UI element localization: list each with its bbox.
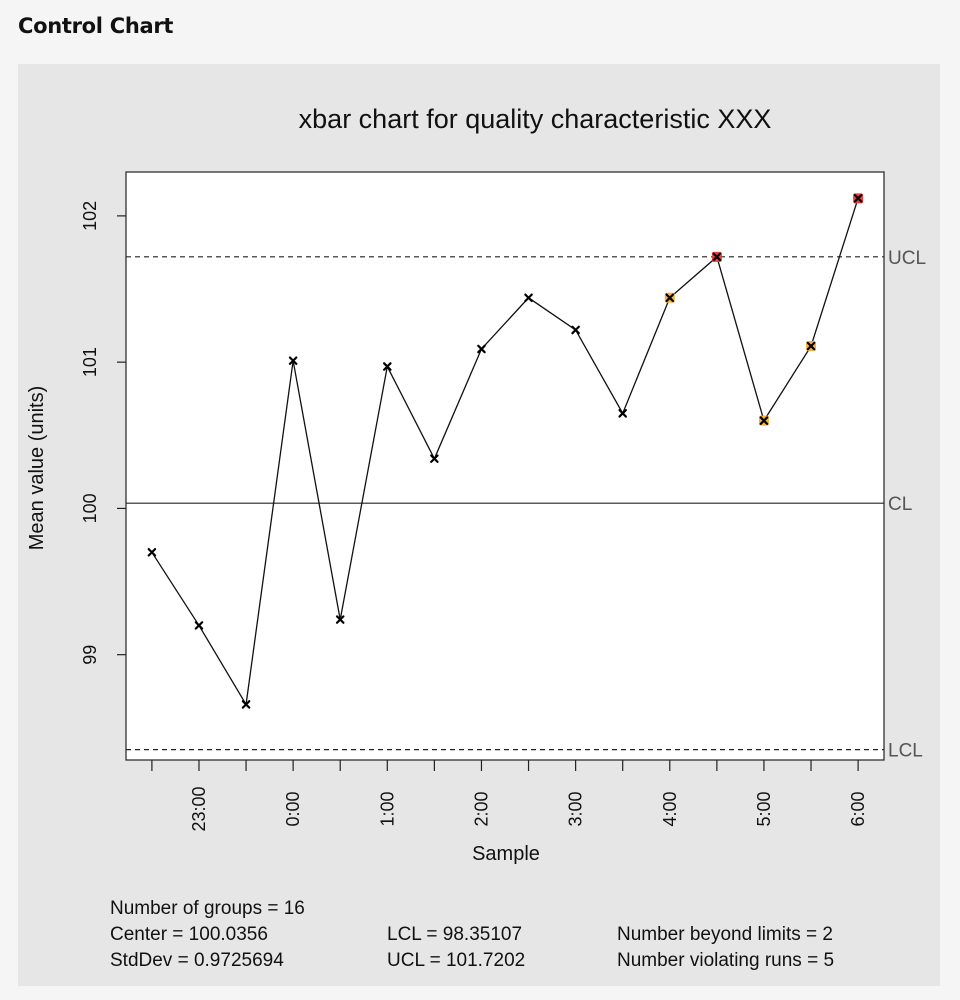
data-point-marker (241, 700, 251, 709)
x-tick-label: 6:00 (848, 791, 868, 826)
data-point-marker (571, 325, 580, 335)
y-axis: 99 100 101 102 (80, 201, 126, 665)
data-line (151, 198, 859, 707)
data-point-9 (524, 293, 533, 303)
x-tick-label: 23:00 (189, 786, 209, 831)
stats-ucl: UCL = 101.7202 (387, 950, 525, 971)
data-point-6 (382, 362, 392, 371)
data-point-14 (758, 415, 769, 426)
data-point-13 (711, 251, 722, 262)
data-point-marker (853, 194, 863, 203)
stats-block: Number of groups = 16 Center = 100.0356 … (110, 898, 834, 971)
data-points (147, 193, 864, 709)
page-title: Control Chart (18, 14, 174, 38)
x-tick-label: 1:00 (377, 791, 397, 826)
data-point-marker (194, 621, 204, 630)
chart-title: xbar chart for quality characteristic XX… (299, 104, 772, 134)
data-point-3 (241, 700, 251, 709)
data-point-marker (759, 416, 769, 425)
plot-area (125, 171, 885, 761)
data-point-2 (194, 621, 204, 630)
y-tick-label: 101 (80, 347, 100, 377)
x-axis-title: Sample (472, 843, 540, 865)
x-tick-label: 3:00 (566, 791, 586, 826)
data-point-8 (477, 344, 486, 354)
series-line (151, 198, 859, 707)
stats-violating-runs: Number violating runs = 5 (617, 950, 834, 971)
data-point-marker (288, 356, 298, 365)
y-tick-label: 100 (80, 493, 100, 523)
stats-beyond-limits: Number beyond limits = 2 (617, 924, 833, 945)
data-point-marker (806, 341, 816, 351)
data-point-12 (664, 292, 675, 303)
data-point-marker (147, 547, 157, 557)
data-point-marker (618, 409, 628, 418)
data-point-15 (806, 341, 817, 352)
data-point-10 (571, 325, 580, 335)
x-tick-label: 5:00 (754, 791, 774, 826)
x-tick-label: 0:00 (283, 791, 303, 826)
x-tick-label: 4:00 (660, 791, 680, 826)
stats-lcl: LCL = 98.35107 (387, 924, 522, 945)
data-point-5 (335, 615, 345, 624)
data-point-marker (524, 293, 533, 303)
x-axis: 23:00 0:00 1:00 2:00 3:00 4:00 5:00 6:00 (151, 760, 868, 832)
data-point-marker (335, 615, 345, 624)
data-point-16 (853, 193, 864, 204)
data-point-marker (712, 252, 722, 262)
stats-groups: Number of groups = 16 (110, 898, 305, 919)
stats-center: Center = 100.0356 (110, 924, 268, 945)
ucl-label: UCL (888, 248, 926, 269)
x-tick-label: 2:00 (471, 791, 491, 826)
data-point-11 (618, 409, 628, 418)
data-point-marker (477, 344, 486, 354)
y-tick-label: 99 (80, 645, 100, 665)
data-point-marker (665, 293, 675, 303)
data-point-marker (430, 454, 439, 463)
data-point-1 (147, 547, 157, 557)
stats-stddev: StdDev = 0.9725694 (110, 950, 284, 971)
data-point-4 (288, 356, 298, 365)
data-point-marker (382, 362, 392, 371)
lcl-label: LCL (888, 741, 923, 762)
cl-label: CL (888, 494, 912, 515)
control-limits: UCL CL LCL (126, 248, 926, 762)
y-axis-title: Mean value (units) (26, 386, 48, 551)
y-tick-label: 102 (80, 201, 100, 231)
data-point-7 (430, 454, 439, 463)
